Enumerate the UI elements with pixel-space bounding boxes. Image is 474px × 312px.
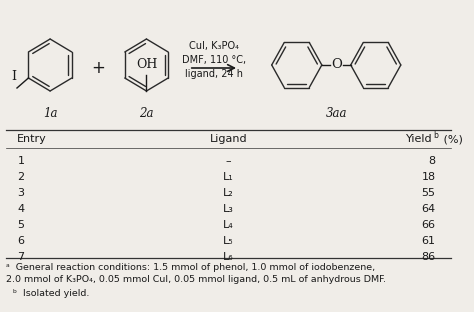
Text: 2: 2 xyxy=(18,172,25,182)
Text: +: + xyxy=(91,59,105,77)
Text: L₆: L₆ xyxy=(223,252,234,262)
Text: (%): (%) xyxy=(440,134,463,144)
Text: Entry: Entry xyxy=(18,134,47,144)
Text: L₃: L₃ xyxy=(223,204,234,214)
Text: –: – xyxy=(226,156,231,166)
Text: L₁: L₁ xyxy=(223,172,234,182)
Text: 3aa: 3aa xyxy=(326,107,347,120)
Text: L₅: L₅ xyxy=(223,236,234,246)
Text: 1: 1 xyxy=(18,156,24,166)
Text: 3: 3 xyxy=(18,188,24,198)
Text: 1a: 1a xyxy=(43,107,57,120)
Text: 86: 86 xyxy=(421,252,436,262)
Text: DMF, 110 °C,: DMF, 110 °C, xyxy=(182,55,246,65)
Text: 2a: 2a xyxy=(139,107,154,120)
Text: ᵇ  Isolated yield.: ᵇ Isolated yield. xyxy=(13,289,90,298)
Text: 5: 5 xyxy=(18,220,24,230)
Text: ligand, 24 h: ligand, 24 h xyxy=(185,69,243,79)
Text: I: I xyxy=(11,70,17,83)
Text: L₂: L₂ xyxy=(223,188,234,198)
Text: ᵃ  General reaction conditions: 1.5 mmol of phenol, 1.0 mmol of iodobenzene,: ᵃ General reaction conditions: 1.5 mmol … xyxy=(6,262,375,271)
Text: 2.0 mmol of K₃PO₄, 0.05 mmol CuI, 0.05 mmol ligand, 0.5 mL of anhydrous DMF.: 2.0 mmol of K₃PO₄, 0.05 mmol CuI, 0.05 m… xyxy=(6,275,386,285)
Text: b: b xyxy=(434,131,438,140)
Text: 61: 61 xyxy=(421,236,436,246)
Text: Ligand: Ligand xyxy=(210,134,247,144)
Text: O: O xyxy=(331,59,342,71)
Text: 4: 4 xyxy=(18,204,25,214)
Text: OH: OH xyxy=(136,58,157,71)
Text: Yield: Yield xyxy=(406,134,433,144)
Text: 6: 6 xyxy=(18,236,24,246)
Text: 66: 66 xyxy=(421,220,436,230)
Text: 7: 7 xyxy=(18,252,25,262)
Text: 18: 18 xyxy=(421,172,436,182)
Text: CuI, K₃PO₄: CuI, K₃PO₄ xyxy=(189,41,239,51)
Text: 55: 55 xyxy=(421,188,436,198)
Text: L₄: L₄ xyxy=(223,220,234,230)
Text: 8: 8 xyxy=(428,156,436,166)
Text: 64: 64 xyxy=(421,204,436,214)
